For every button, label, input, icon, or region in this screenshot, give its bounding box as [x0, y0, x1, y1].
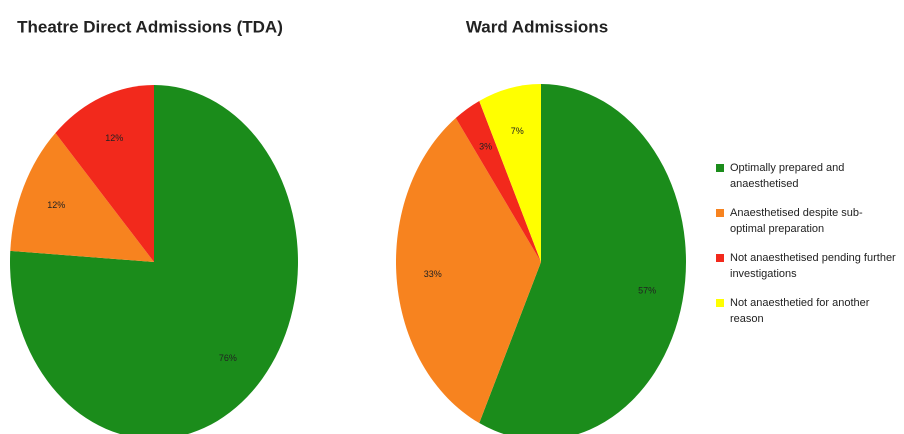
legend-swatch: [716, 299, 724, 307]
legend-label: Not anaesthetised pending further invest…: [730, 252, 896, 280]
legend: Optimally prepared and anaesthetised Anae…: [716, 160, 896, 340]
legend-item: Not anaesthetied for another reason: [716, 295, 896, 327]
legend-swatch: [716, 254, 724, 262]
data-label: 33%: [424, 269, 442, 279]
legend-label: Anaesthetised despite sub-optimal prepar…: [730, 207, 863, 235]
data-label: 76%: [219, 353, 237, 363]
data-label: 57%: [638, 285, 656, 295]
legend-item: Not anaesthetised pending further invest…: [716, 250, 896, 282]
legend-label: Optimally prepared and anaesthetised: [730, 162, 845, 190]
pie-slice: [10, 85, 298, 434]
legend-label: Not anaesthetied for another reason: [730, 297, 870, 325]
data-label: 12%: [47, 200, 65, 210]
data-label: 3%: [479, 141, 492, 151]
legend-item: Anaesthetised despite sub-optimal prepar…: [716, 205, 896, 237]
legend-swatch: [716, 209, 724, 217]
legend-swatch: [716, 164, 724, 172]
pie-slice: [479, 84, 686, 434]
pie-slice: [55, 85, 154, 262]
pie-slice: [455, 100, 541, 262]
chart-title: Theatre Direct Admissions (TDA): [17, 17, 283, 36]
pie-slice: [479, 84, 541, 262]
pie-slice: [10, 132, 155, 262]
data-label: 7%: [511, 126, 524, 136]
chart-title: Ward Admissions: [466, 17, 608, 36]
legend-item: Optimally prepared and anaesthetised: [716, 160, 896, 192]
data-label: 12%: [105, 133, 123, 143]
pie-slice: [395, 117, 541, 424]
